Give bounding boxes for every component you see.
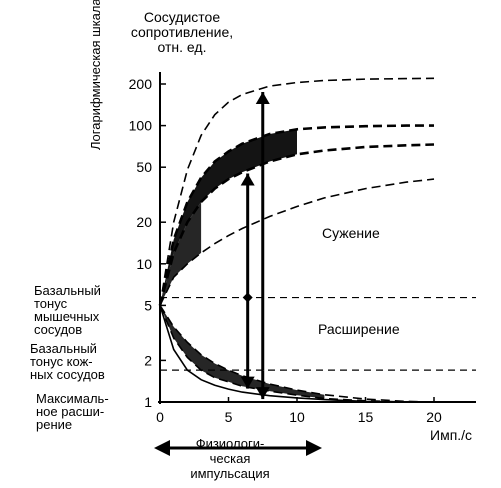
y-axis-label: Логарифмическая шкала: [88, 0, 103, 150]
shaded-bands: [160, 129, 325, 399]
x-tick-label: 20: [426, 409, 442, 425]
constriction-label: Сужение: [322, 225, 380, 241]
physiological-range-arrow: [154, 440, 322, 456]
chart-title: Сосудистое сопротивление, отн. ед.: [130, 9, 234, 55]
max-dilation-label: Максималь- ное расши- рение: [36, 391, 109, 432]
y-tick-label: 50: [136, 159, 152, 175]
tick-labels: 1 2 5 10 20 50 100 200 0 5 10 15 20: [129, 76, 442, 425]
marker-arrow-head: [240, 376, 255, 389]
intersection-marker: [242, 292, 253, 303]
y-tick-label: 200: [129, 76, 153, 92]
y-tick-label: 5: [144, 297, 152, 313]
constriction-band-lower: [160, 202, 202, 306]
reference-lines: [160, 296, 476, 371]
marker-arrows: [240, 92, 270, 400]
y-tick-label: 2: [144, 352, 152, 368]
axes: [158, 72, 476, 404]
physiological-arrow-left-head: [154, 440, 170, 456]
x-axis-label: Имп./с: [430, 427, 473, 443]
basal-tone-skin-label: Базальный тонус кож- ных сосудов: [30, 341, 105, 382]
dilation-label: Расширение: [318, 321, 400, 337]
constriction-band: [160, 129, 297, 306]
physiological-range-label: Физиологи- ческая импульсация: [190, 436, 270, 481]
dilation-curve: [159, 304, 435, 403]
physiological-arrow-right-head: [306, 440, 322, 456]
basal-tone-muscle-label: Базальный тонус мышечных сосудов: [34, 283, 101, 337]
y-tick-label: 10: [136, 256, 152, 272]
x-tick-label: 15: [358, 409, 374, 425]
x-tick-label: 0: [156, 409, 164, 425]
dilation-curve: [159, 305, 434, 403]
x-tick-label: 5: [225, 409, 233, 425]
y-tick-label: 1: [144, 394, 152, 410]
dilation-band: [160, 305, 325, 399]
marker-arrow-head: [255, 387, 270, 400]
y-tick-label: 100: [129, 118, 153, 134]
marker-arrow-head: [240, 173, 255, 186]
y-tick-label: 20: [136, 214, 152, 230]
marker-arrow-head: [255, 92, 270, 105]
x-tick-label: 10: [289, 409, 305, 425]
